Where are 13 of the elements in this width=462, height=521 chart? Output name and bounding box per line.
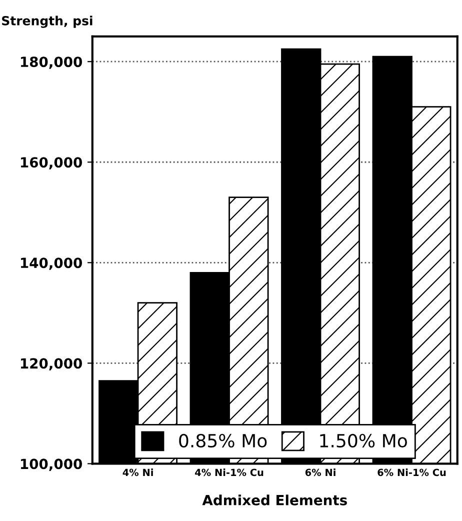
- legend-label: 1.50% Mo: [320, 434, 407, 448]
- y-tick-label: 140,000: [20, 258, 82, 270]
- x-tick-label: 6% Ni-1% Cu: [378, 468, 446, 476]
- y-tick-label: 160,000: [20, 157, 82, 170]
- y-axis-title: Strength, psi: [2, 16, 92, 28]
- x-axis-title: Admixed Elements: [202, 494, 347, 506]
- y-tick-label: 120,000: [20, 358, 82, 370]
- y-tick-label: 180,000: [20, 56, 82, 69]
- x-tick-label: 4% Ni: [122, 468, 153, 476]
- legend-label: 0.85% Mo: [179, 434, 267, 448]
- y-tick-label: 100,000: [20, 458, 82, 471]
- x-tick-label: 6% Ni: [305, 468, 336, 476]
- x-tick-label: 4% Ni-1% Cu: [195, 468, 264, 476]
